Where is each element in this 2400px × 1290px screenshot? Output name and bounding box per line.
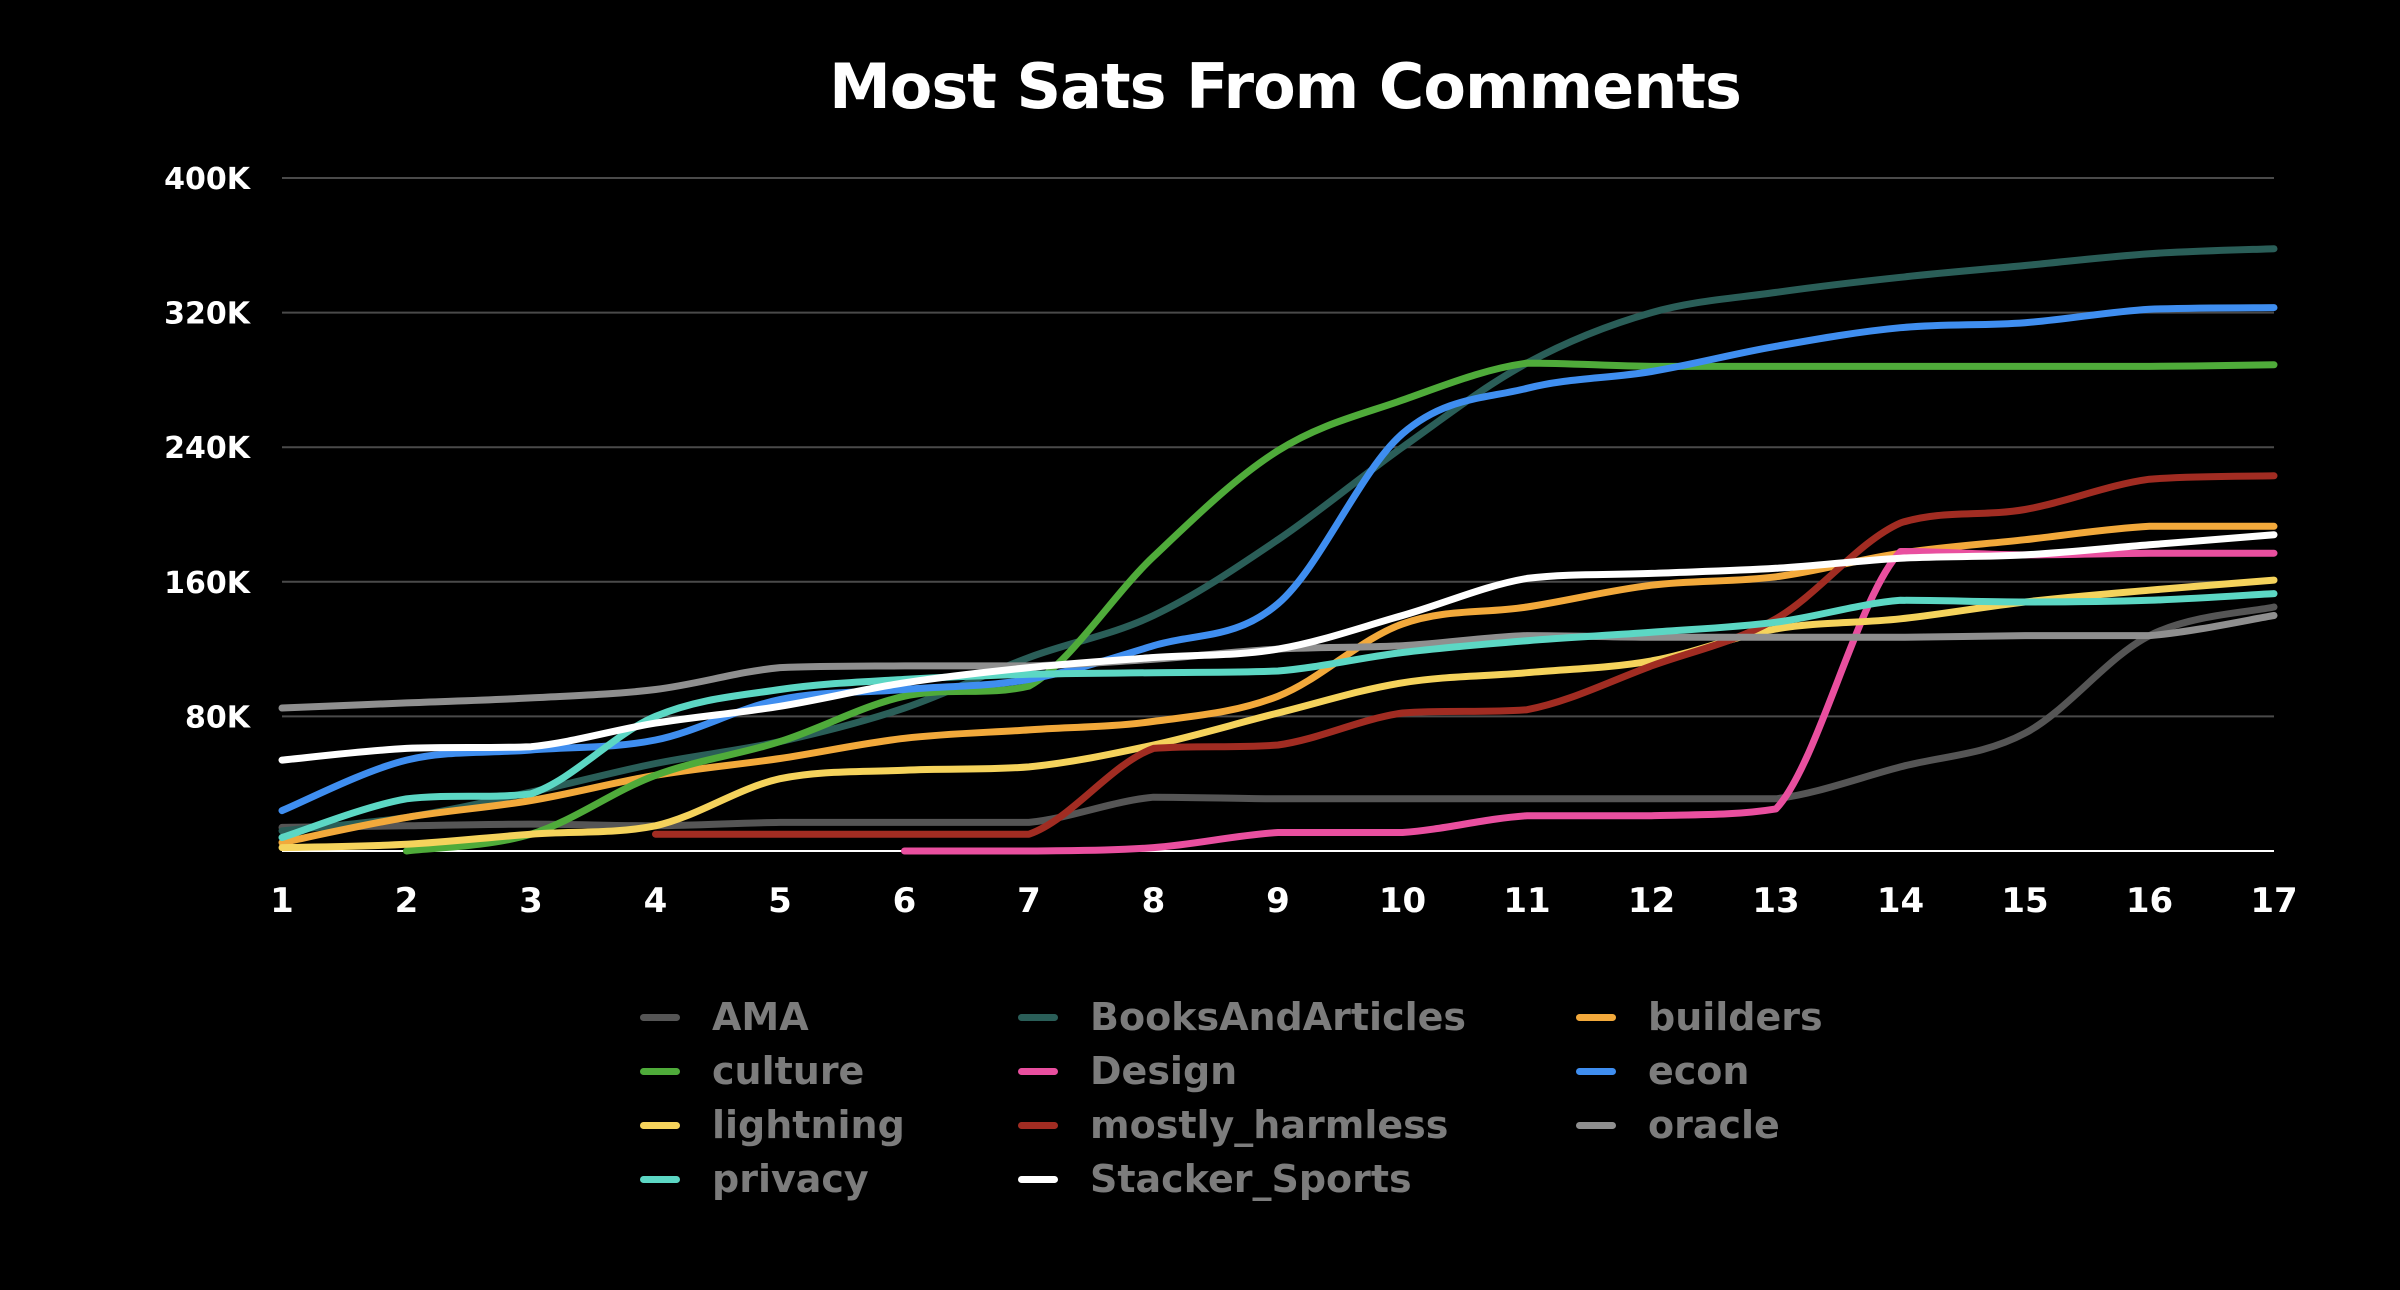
legend-label: BooksAndArticles: [1090, 995, 1467, 1039]
series-line-culture: [403, 359, 2278, 855]
legend-item-stacker-sports: Stacker_Sports: [1018, 1154, 1412, 1204]
series-line-lightning: [278, 576, 2278, 852]
legend-item-privacy: privacy: [640, 1154, 869, 1204]
x-tick-label: 7: [1017, 881, 1041, 921]
legend: AMA BooksAndArticles builders culture Design…: [640, 992, 1840, 1222]
legend-swatch: [1576, 1013, 1616, 1021]
y-tick-label: 240K: [164, 431, 252, 466]
series-line-mostly-harmless: [652, 472, 2278, 838]
legend-swatch: [1018, 1121, 1058, 1129]
legend-label: econ: [1648, 1049, 1750, 1093]
legend-label: culture: [712, 1049, 865, 1093]
x-tick-label: 15: [2001, 881, 2048, 921]
x-tick-label: 5: [768, 881, 792, 921]
legend-swatch: [1576, 1067, 1616, 1075]
legend-label: Stacker_Sports: [1090, 1157, 1412, 1201]
legend-swatch: [640, 1067, 680, 1075]
x-tick-label: 6: [893, 881, 917, 921]
series-line-privacy: [278, 590, 2278, 841]
y-tick-label: 400K: [164, 162, 252, 197]
legend-swatch: [1018, 1013, 1058, 1021]
legend-label: oracle: [1648, 1103, 1780, 1147]
x-tick-label: 2: [395, 881, 419, 921]
x-tick-label: 17: [2250, 881, 2297, 921]
y-tick-label: 160K: [164, 566, 252, 601]
legend-item-builders: builders: [1576, 992, 1823, 1042]
x-tick-label: 14: [1877, 881, 1924, 921]
legend-label: builders: [1648, 995, 1823, 1039]
y-tick-labels: 80K 160K 240K 320K 400K: [164, 162, 252, 735]
legend-item-design: Design: [1018, 1046, 1237, 1096]
x-tick-labels: 1 2 3 4 5 6 7 8 9 10 11 12 13 14 15 16 17: [270, 881, 2298, 921]
chart-title: Most Sats From Comments: [829, 50, 1742, 123]
legend-swatch: [1018, 1175, 1058, 1183]
series-line-stacker-sports: [278, 531, 2278, 764]
series-line-builders: [278, 522, 2278, 847]
x-tick-label: 16: [2126, 881, 2173, 921]
series-lines: [278, 245, 2278, 855]
x-tick-label: 8: [1142, 881, 1166, 921]
legend-item-booksandarticles: BooksAndArticles: [1018, 992, 1466, 1042]
legend-label: Design: [1090, 1049, 1238, 1093]
series-line-econ: [278, 304, 2278, 815]
legend-label: privacy: [712, 1157, 869, 1201]
legend-item-culture: culture: [640, 1046, 864, 1096]
legend-item-ama: AMA: [640, 992, 809, 1042]
legend-swatch: [640, 1121, 680, 1129]
legend-swatch: [640, 1013, 680, 1021]
legend-item-lightning: lightning: [640, 1100, 905, 1150]
legend-item-econ: econ: [1576, 1046, 1749, 1096]
legend-item-oracle: oracle: [1576, 1100, 1780, 1150]
legend-item-mostly-harmless: mostly_harmless: [1018, 1100, 1448, 1150]
legend-label: mostly_harmless: [1090, 1103, 1449, 1147]
legend-swatch: [640, 1175, 680, 1183]
legend-label: lightning: [712, 1103, 905, 1147]
x-tick-label: 11: [1503, 881, 1550, 921]
x-tick-label: 1: [270, 881, 294, 921]
series-line-booksandarticles: [278, 245, 2278, 835]
x-tick-label: 9: [1266, 881, 1290, 921]
x-tick-label: 4: [644, 881, 668, 921]
x-tick-label: 10: [1379, 881, 1426, 921]
legend-swatch: [1576, 1121, 1616, 1129]
series-line-ama: [278, 603, 2278, 831]
legend-swatch: [1018, 1067, 1058, 1075]
x-tick-label: 12: [1628, 881, 1675, 921]
y-tick-label: 80K: [185, 700, 252, 735]
legend-label: AMA: [712, 995, 809, 1039]
x-tick-label: 3: [519, 881, 543, 921]
y-tick-label: 320K: [164, 297, 252, 332]
x-tick-label: 13: [1752, 881, 1799, 921]
